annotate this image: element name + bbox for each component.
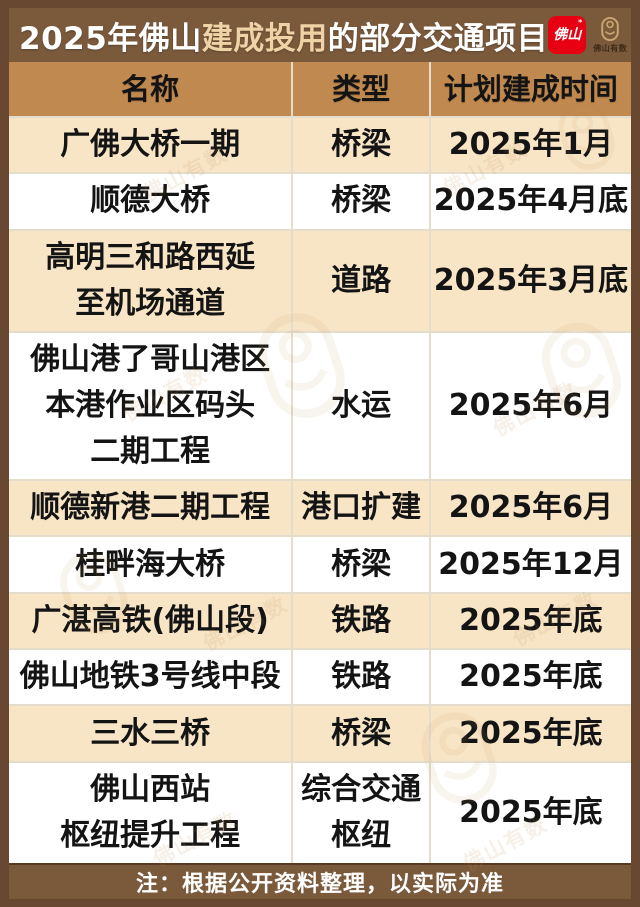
completion-time-cell: 2025年底	[428, 593, 631, 649]
header-type: 类型	[291, 62, 428, 116]
project-name-cell: 佛山西站 枢纽提升工程	[60, 771, 241, 853]
project-type-cell: 桥梁	[291, 118, 428, 173]
completion-time-cell: 2025年1月	[428, 118, 631, 173]
completion-time-cell: 2025年4月底	[428, 174, 631, 229]
project-name-cell: 佛山港了哥山港区 本港作业区码头 二期工程	[30, 342, 271, 470]
table-row: 佛山西站 枢纽提升工程 综合交通 枢纽 2025年底	[9, 760, 631, 863]
project-type-cell: 铁路	[291, 593, 428, 649]
table-row: 广湛高铁(佛山段) 铁路 2025年底	[9, 591, 631, 649]
title-highlight: 建成投用	[201, 20, 328, 57]
project-name-cell: 高明三和路西延 至机场通道	[45, 239, 256, 321]
table-row: 高明三和路西延 至机场通道 道路 2025年3月底	[9, 228, 631, 331]
foshan-app-logo: 佛山 *	[548, 16, 587, 54]
foshan-youshu-emblem-icon	[597, 16, 623, 42]
footnote-text: 注：根据公开资料整理，以实际为准	[135, 872, 504, 897]
table-row: 桂畔海大桥 桥梁 2025年12月	[9, 535, 631, 592]
foshan-youshu-logo: 佛山有数	[593, 16, 627, 54]
project-name-cell: 桂畔海大桥	[75, 546, 226, 582]
table-header-row: 名称 类型 计划建成时间	[9, 62, 631, 116]
project-name-cell: 佛山地铁3号线中段	[19, 659, 281, 695]
project-type-cell: 港口扩建	[291, 481, 428, 536]
title-prefix: 2025年佛山	[19, 20, 202, 57]
foshan-badge-text: 佛山	[553, 27, 582, 43]
project-name-cell: 顺德新港二期工程	[30, 490, 271, 526]
table-body: 广佛大桥一期 桥梁 2025年1月 顺德大桥 桥梁 2025年4月底 高明三和路…	[9, 116, 631, 863]
table-row: 顺德新港二期工程 港口扩建 2025年6月	[9, 479, 631, 536]
completion-time-cell: 2025年6月	[428, 481, 631, 536]
header-completion-time: 计划建成时间	[428, 62, 631, 116]
table-row: 三水三桥 桥梁 2025年底	[9, 704, 631, 761]
project-type-cell: 综合交通 枢纽	[291, 762, 428, 863]
project-name-cell: 广湛高铁(佛山段)	[31, 602, 269, 638]
header-name: 名称	[121, 72, 180, 106]
completion-time-cell: 2025年底	[428, 706, 631, 761]
project-type-cell: 道路	[291, 230, 428, 331]
trademark-mark: *	[578, 18, 583, 27]
completion-time-cell: 2025年3月底	[428, 230, 631, 331]
project-type-cell: 水运	[291, 332, 428, 480]
project-type-cell: 桥梁	[291, 537, 428, 592]
brand-name: 佛山有数	[593, 44, 628, 53]
title-suffix: 的部分交通项目	[327, 20, 549, 57]
table-row: 顺德大桥 桥梁 2025年4月底	[9, 172, 631, 229]
project-type-cell: 桥梁	[291, 706, 428, 761]
table-row: 佛山地铁3号线中段 铁路 2025年底	[9, 648, 631, 705]
completion-time-cell: 2025年12月	[428, 537, 631, 592]
projects-table: 名称 类型 计划建成时间 广佛大桥一期 桥梁 2025年1月 顺德大桥 桥梁 2…	[9, 62, 631, 863]
title-bar: 2025年佛山建成投用的部分交通项目 佛山 * 佛山有数	[9, 8, 631, 62]
project-type-cell: 桥梁	[291, 174, 428, 229]
table-row: 佛山港了哥山港区 本港作业区码头 二期工程 水运 2025年6月	[9, 330, 631, 480]
logo-group: 佛山 * 佛山有数	[548, 16, 627, 54]
project-name-cell: 广佛大桥一期	[60, 127, 241, 163]
project-name-cell: 顺德大桥	[90, 183, 211, 219]
completion-time-cell: 2025年底	[428, 650, 631, 705]
table-row: 广佛大桥一期 桥梁 2025年1月	[9, 116, 631, 173]
page-title: 2025年佛山建成投用的部分交通项目	[19, 13, 548, 58]
project-type-cell: 铁路	[291, 650, 428, 705]
footnote-bar: 注：根据公开资料整理，以实际为准	[9, 863, 631, 899]
completion-time-cell: 2025年底	[428, 762, 631, 863]
completion-time-cell: 2025年6月	[428, 332, 631, 480]
project-name-cell: 三水三桥	[90, 715, 211, 751]
